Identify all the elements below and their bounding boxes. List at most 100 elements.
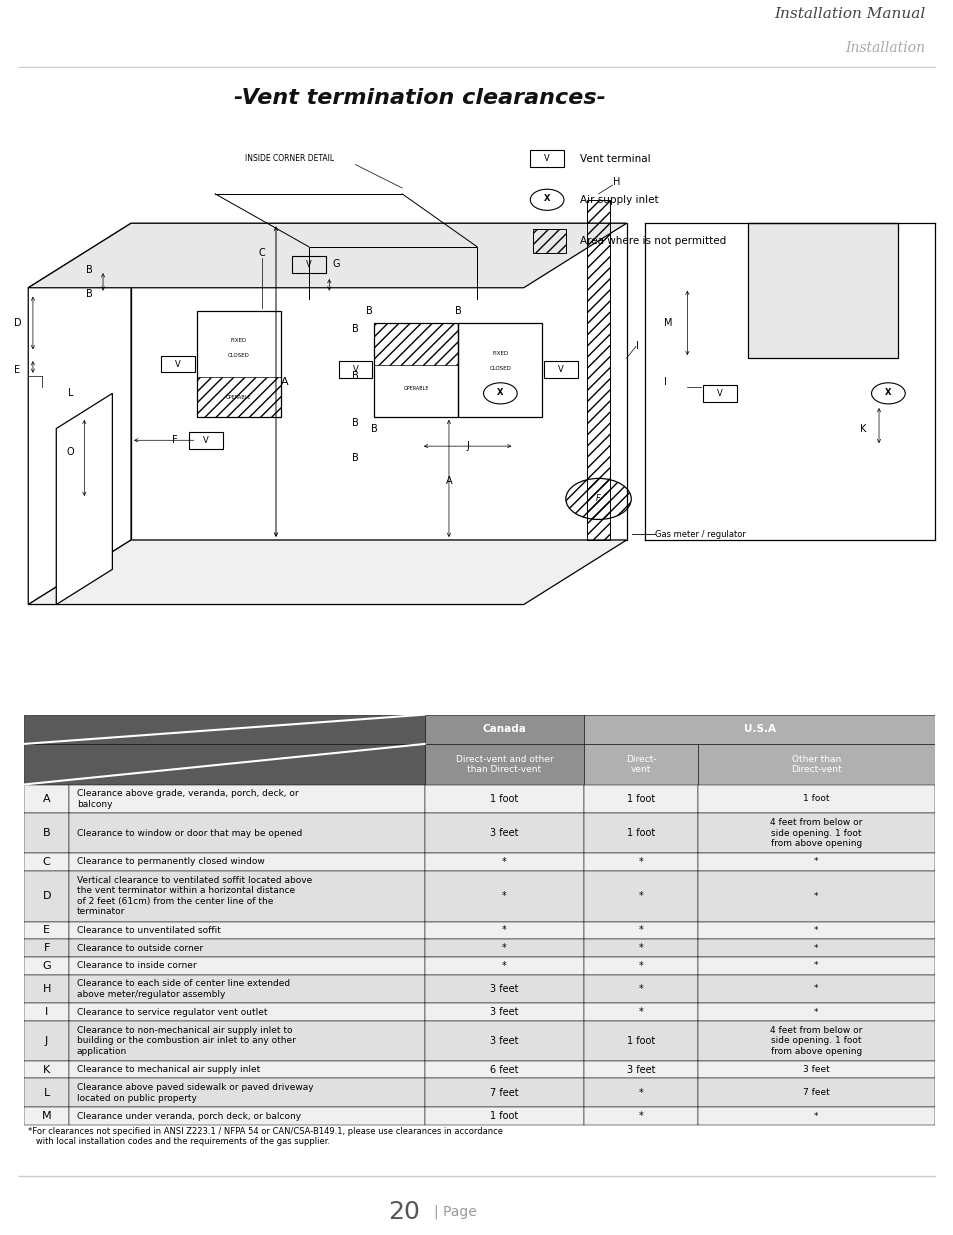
- Text: H: H: [42, 984, 51, 994]
- Text: B: B: [43, 829, 51, 839]
- Text: V: V: [306, 259, 312, 269]
- Text: 7 feet: 7 feet: [802, 1088, 829, 1098]
- Text: M: M: [42, 1112, 51, 1121]
- Polygon shape: [131, 224, 626, 540]
- Text: *: *: [639, 1007, 643, 1018]
- Text: V: V: [174, 359, 180, 368]
- Bar: [583, 1107, 698, 1125]
- Bar: [424, 813, 583, 853]
- Bar: [583, 974, 698, 1003]
- Text: *: *: [813, 1008, 818, 1016]
- Text: Direct-vent and other
than Direct-vent: Direct-vent and other than Direct-vent: [456, 755, 553, 774]
- Text: 1 foot: 1 foot: [626, 1036, 655, 1046]
- Text: *: *: [639, 944, 643, 953]
- Text: X: X: [543, 194, 550, 203]
- Text: Gas meter / regulator: Gas meter / regulator: [654, 530, 744, 538]
- Bar: [424, 957, 583, 974]
- Text: 3 feet: 3 feet: [490, 1036, 518, 1046]
- Bar: [583, 1003, 698, 1021]
- Text: 6 feet: 6 feet: [490, 1065, 518, 1074]
- Text: Clearance to outside corner: Clearance to outside corner: [76, 944, 203, 952]
- Text: J: J: [466, 441, 469, 451]
- Text: A: A: [43, 794, 51, 804]
- Text: V: V: [353, 366, 358, 374]
- Text: -Vent termination clearances-: -Vent termination clearances-: [233, 88, 605, 107]
- Bar: [583, 743, 698, 784]
- Text: V: V: [558, 366, 563, 374]
- Text: Other than
Direct-vent: Other than Direct-vent: [790, 755, 841, 774]
- Text: B: B: [86, 289, 92, 299]
- Bar: [544, 362, 578, 378]
- Text: Clearance to mechanical air supply inlet: Clearance to mechanical air supply inlet: [76, 1065, 259, 1074]
- Text: 3 feet: 3 feet: [490, 1007, 518, 1018]
- Bar: [698, 853, 934, 871]
- Text: *: *: [813, 926, 818, 935]
- Text: Clearance to window or door that may be opened: Clearance to window or door that may be …: [76, 829, 302, 837]
- Text: V: V: [717, 389, 722, 398]
- Text: J: J: [45, 1036, 49, 1046]
- Bar: [374, 324, 457, 417]
- Bar: [24, 813, 70, 853]
- Bar: [24, 784, 70, 813]
- Bar: [338, 362, 372, 378]
- Text: *: *: [813, 857, 818, 867]
- Text: 4 feet from below or
side opening. 1 foot
from above opening: 4 feet from below or side opening. 1 foo…: [769, 819, 862, 848]
- Text: | Page: | Page: [434, 1205, 476, 1219]
- Bar: [24, 1021, 70, 1061]
- Text: 3 feet: 3 feet: [490, 829, 518, 839]
- Bar: [583, 813, 698, 853]
- Text: FIXED: FIXED: [231, 338, 247, 343]
- Bar: [292, 256, 325, 273]
- Text: *: *: [501, 961, 506, 971]
- Bar: [698, 784, 934, 813]
- Bar: [698, 1003, 934, 1021]
- Text: Clearance to inside corner: Clearance to inside corner: [76, 961, 196, 971]
- Text: B: B: [352, 370, 358, 380]
- Bar: [24, 1061, 70, 1078]
- Bar: [70, 813, 424, 853]
- Text: B: B: [371, 424, 377, 433]
- Bar: [24, 853, 70, 871]
- Bar: [374, 324, 457, 366]
- Text: G: G: [42, 961, 51, 971]
- Bar: [587, 200, 609, 540]
- Text: U.S.A: U.S.A: [742, 724, 775, 735]
- Text: INSIDE CORNER DETAIL: INSIDE CORNER DETAIL: [245, 154, 335, 163]
- Bar: [70, 1003, 424, 1021]
- Text: CLOSED: CLOSED: [489, 366, 511, 370]
- Bar: [424, 940, 583, 957]
- Text: *: *: [501, 944, 506, 953]
- Bar: [457, 324, 542, 417]
- Bar: [698, 921, 934, 940]
- Text: X: X: [497, 388, 503, 396]
- Bar: [424, 921, 583, 940]
- Text: OPERABLE: OPERABLE: [226, 395, 251, 400]
- Text: F: F: [596, 494, 600, 504]
- Text: G: G: [332, 259, 339, 269]
- Bar: [424, 743, 583, 784]
- Text: C: C: [43, 857, 51, 867]
- Text: 3 feet: 3 feet: [626, 1065, 655, 1074]
- Bar: [530, 151, 563, 167]
- Text: Vent terminal: Vent terminal: [579, 153, 650, 164]
- Text: *: *: [639, 1088, 643, 1098]
- Bar: [161, 356, 194, 373]
- Text: 4 feet from below or
side opening. 1 foot
from above opening: 4 feet from below or side opening. 1 foo…: [769, 1026, 862, 1056]
- Text: *For clearances not specified in ANSI Z223.1 / NFPA 54 or CAN/CSA-B149.1, please: *For clearances not specified in ANSI Z2…: [29, 1128, 503, 1146]
- Text: 1 foot: 1 foot: [626, 829, 655, 839]
- Text: B: B: [86, 266, 92, 275]
- Text: Clearance under veranda, porch deck, or balcony: Clearance under veranda, porch deck, or …: [76, 1112, 300, 1120]
- Bar: [24, 1107, 70, 1125]
- Bar: [70, 871, 424, 921]
- Bar: [70, 974, 424, 1003]
- Bar: [424, 784, 583, 813]
- Bar: [189, 432, 222, 448]
- Bar: [24, 957, 70, 974]
- Text: M: M: [663, 317, 672, 329]
- Text: H: H: [612, 177, 619, 188]
- Text: Direct-
vent: Direct- vent: [625, 755, 656, 774]
- Text: Clearance to non-mechanical air supply inlet to
building or the combustion air i: Clearance to non-mechanical air supply i…: [76, 1026, 295, 1056]
- Bar: [583, 784, 698, 813]
- Text: 3 feet: 3 feet: [802, 1065, 829, 1074]
- Text: *: *: [501, 857, 506, 867]
